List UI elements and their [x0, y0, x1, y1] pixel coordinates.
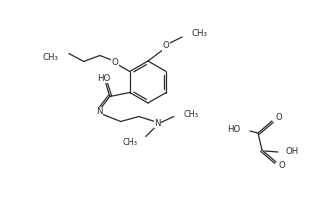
Text: O: O: [111, 58, 118, 67]
Text: HO: HO: [97, 74, 110, 83]
Text: O: O: [163, 41, 169, 51]
Text: CH₃: CH₃: [43, 53, 59, 62]
Text: N: N: [155, 119, 161, 128]
Text: CH₃: CH₃: [123, 138, 138, 147]
Text: CH₃: CH₃: [192, 30, 208, 39]
Text: O: O: [276, 113, 283, 122]
Text: HO: HO: [227, 124, 240, 134]
Text: O: O: [279, 161, 286, 170]
Text: OH: OH: [286, 147, 299, 155]
Text: N: N: [97, 107, 103, 116]
Text: CH₃: CH₃: [184, 110, 199, 119]
